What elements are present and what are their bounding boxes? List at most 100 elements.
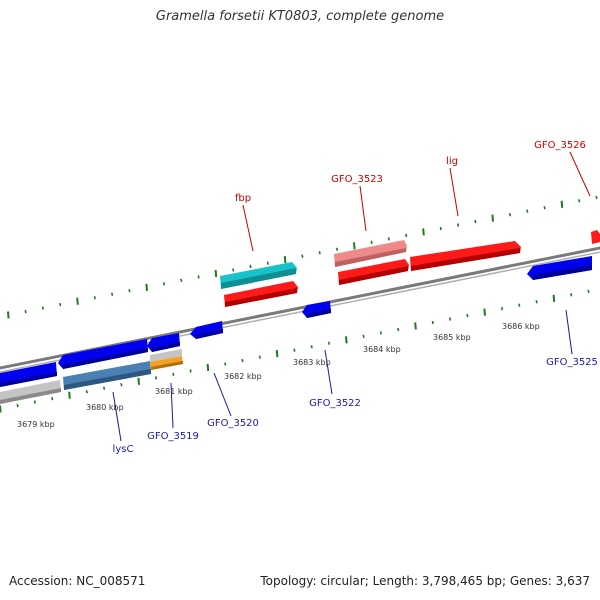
gene-GFO_3519-blue[interactable]: [147, 333, 180, 352]
accession-text: Accession: NC_008571: [9, 574, 146, 588]
gene-GFO_3520[interactable]: [190, 321, 223, 339]
tick-lower: [189, 369, 192, 373]
tick-upper: [405, 233, 408, 238]
tick-upper: [283, 256, 287, 264]
tick-marks: [0, 195, 598, 413]
tick-upper: [318, 251, 321, 255]
tick-lower: [345, 336, 348, 344]
tick-upper: [353, 242, 356, 250]
tick-upper: [595, 195, 598, 200]
tick-lower: [552, 294, 556, 302]
tick-upper: [543, 206, 546, 210]
tick-lower: [449, 317, 452, 321]
gene-GFO_3523-pale[interactable]: [334, 240, 407, 267]
tick-upper: [335, 247, 339, 251]
map-title: Gramella forsetii KT0803, complete genom…: [155, 9, 445, 24]
gene-grey-left[interactable]: [0, 380, 61, 404]
gene-fbp[interactable]: [224, 281, 298, 307]
tick-lower: [414, 322, 417, 330]
gene-label-GFO_3523[interactable]: GFO_3523: [331, 174, 383, 185]
tick-upper: [474, 219, 477, 224]
gene-left-blue[interactable]: [0, 362, 57, 387]
gene-lysC[interactable]: [58, 339, 148, 369]
scale-label-3680: 3680 kbp: [86, 403, 124, 412]
gene-GFO_3526[interactable]: [591, 230, 600, 244]
tick-upper: [457, 223, 460, 227]
tick-lower: [241, 358, 244, 363]
tick-lower: [327, 341, 331, 345]
gene-label-GFO_3520[interactable]: GFO_3520: [207, 418, 259, 429]
tick-upper: [197, 275, 200, 279]
callout-lines: [112, 151, 591, 442]
tick-lower: [120, 383, 123, 387]
tick-lower: [310, 345, 313, 349]
tick-lower: [275, 350, 279, 358]
tick-lower: [379, 331, 382, 335]
gene-GFO_3525[interactable]: [527, 256, 592, 280]
tick-upper: [128, 289, 131, 293]
gene-label-lig[interactable]: lig: [446, 156, 458, 167]
tick-upper: [266, 261, 269, 265]
tick-upper: [249, 264, 252, 269]
tick-upper: [387, 237, 390, 241]
gene-label-GFO_3525[interactable]: GFO_3525: [546, 357, 598, 368]
tick-upper: [162, 282, 166, 286]
tick-lower: [258, 355, 261, 359]
tick-lower: [518, 303, 521, 307]
gene-label-lysC[interactable]: lysC: [113, 444, 134, 455]
tick-lower: [51, 396, 54, 401]
tick-lower: [206, 363, 210, 372]
tick-upper: [24, 309, 27, 314]
gene-lig[interactable]: [410, 241, 521, 271]
tick-upper: [145, 283, 148, 291]
gene-orange[interactable]: [150, 356, 183, 370]
scale-label-3685: 3685 kbp: [433, 333, 471, 342]
tick-lower: [85, 390, 88, 394]
tick-lower: [500, 307, 504, 311]
tick-lower: [466, 313, 469, 318]
tick-upper: [526, 209, 529, 213]
tick-upper: [214, 269, 218, 278]
tick-lower: [33, 400, 36, 404]
gene-grey-right[interactable]: [150, 349, 182, 362]
gene-label-fbp[interactable]: fbp: [235, 193, 251, 204]
gene-label-GFO_3522[interactable]: GFO_3522: [309, 398, 361, 409]
tick-upper: [7, 311, 10, 319]
tick-upper: [76, 297, 79, 305]
tick-lower: [172, 372, 175, 377]
tick-lower: [154, 376, 158, 380]
gene-GFO_3522[interactable]: [302, 301, 331, 318]
gene-GFO_3523[interactable]: [338, 259, 409, 285]
tick-upper: [491, 214, 494, 222]
scale-label-3684: 3684 kbp: [363, 345, 401, 354]
tick-lower: [362, 334, 365, 338]
gene-fbp-cyan[interactable]: [220, 262, 297, 289]
scale-label-3681: 3681 kbp: [155, 387, 193, 396]
scale-label-3686: 3686 kbp: [502, 322, 540, 331]
gene-label-GFO_3519[interactable]: GFO_3519: [147, 431, 199, 442]
tick-lower: [103, 386, 106, 390]
tick-upper: [111, 292, 114, 296]
gene-steelblue[interactable]: [63, 361, 151, 390]
genome-summary-text: Topology: circular; Length: 3,798,465 bp…: [260, 574, 590, 588]
tick-upper: [508, 213, 512, 217]
tick-upper: [560, 200, 564, 208]
tick-lower: [431, 320, 434, 325]
gene-label-GFO_3526[interactable]: GFO_3526: [534, 140, 586, 151]
tick-upper: [41, 306, 44, 310]
tick-lower: [16, 403, 19, 408]
tick-lower: [483, 308, 486, 316]
scale-label-3682: 3682 kbp: [224, 372, 262, 381]
tick-upper: [93, 296, 96, 300]
tick-upper: [232, 268, 235, 272]
tick-upper: [578, 199, 581, 203]
tick-lower: [224, 362, 227, 366]
tick-upper: [59, 302, 62, 307]
scale-label-3679: 3679 kbp: [17, 420, 55, 429]
tick-lower: [68, 391, 71, 399]
tick-lower: [570, 293, 573, 297]
tick-upper: [439, 226, 442, 231]
scale-label-3683: 3683 kbp: [293, 358, 331, 367]
